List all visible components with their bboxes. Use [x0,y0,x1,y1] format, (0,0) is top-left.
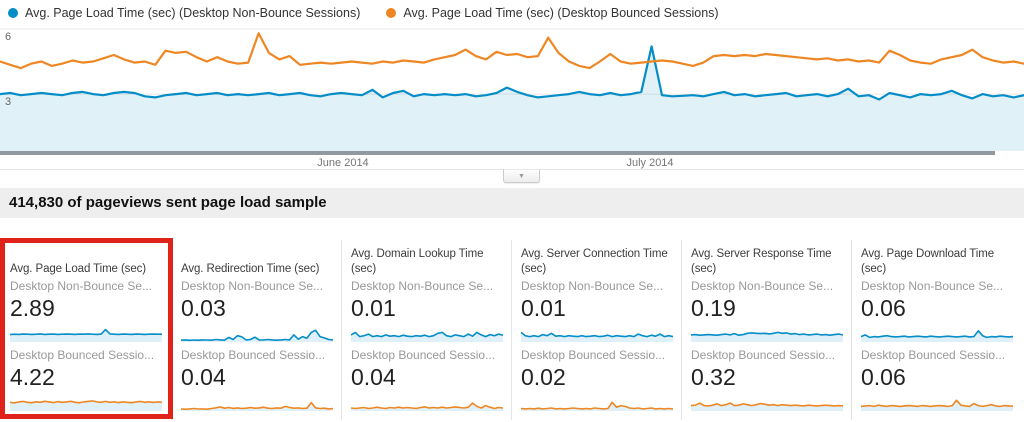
sparkline-non-bounce [861,330,1013,342]
metric-value: 0.02 [521,364,566,390]
metric-sublabel: Desktop Non-Bounce Se... [691,279,834,293]
sparkline-non-bounce [691,331,843,342]
metric-card-avg-domain-lookup-time-sec[interactable]: Avg. Domain Lookup Time (sec) Desktop Non… [341,240,511,420]
sparkline-non-bounce [351,331,503,342]
metric-cards-row: Avg. Page Load Time (sec) Desktop Non-Bou… [1,240,1021,420]
metric-value: 0.01 [521,295,566,321]
metric-card-title: Avg. Server Response Time (sec) [691,248,832,275]
metric-value: 2.89 [10,295,55,321]
metric-card-title: Avg. Page Load Time (sec) [10,262,146,275]
metric-card-title: Avg. Server Connection Time (sec) [521,248,668,275]
legend-item-label: Avg. Page Load Time (sec) (Desktop Non-B… [25,6,361,20]
sparkline-non-bounce [521,331,673,342]
sparkline-line [10,328,162,336]
metric-sublabel: Desktop Non-Bounce Se... [351,279,494,293]
sparkline-line [521,401,673,410]
sparkline-area-fill [10,329,162,342]
metric-value: 0.06 [861,364,906,390]
sparkline-line [351,402,503,410]
sparkline-area-fill [861,400,1013,411]
page-load-time-chart: 6 3 June 2014 July 2014 [0,28,1024,170]
metric-value: 0.19 [691,295,736,321]
metric-card-avg-page-load-time-sec[interactable]: Avg. Page Load Time (sec) Desktop Non-Bou… [1,240,171,420]
timeline-collapse-toggle[interactable]: ▼ [503,169,540,183]
metric-sublabel: Desktop Bounced Sessio... [691,348,836,362]
sparkline-area-fill [181,330,333,342]
sparkline-area-fill [691,403,843,411]
sparkline-area-fill [521,402,673,411]
metric-value: 4.22 [10,364,55,390]
metric-value: 0.03 [181,295,226,321]
sparkline-line [181,401,333,411]
series-area-fill [0,46,1024,151]
x-month-label: July 2014 [626,157,673,169]
metric-sublabel: Desktop Bounced Sessio... [521,348,666,362]
metric-card-avg-server-connection-time-sec[interactable]: Avg. Server Connection Time (sec) Desktop… [511,240,681,420]
y-tick-label: 3 [5,96,11,108]
metric-value: 0.32 [691,364,736,390]
sparkline-non-bounce [181,329,333,342]
chevron-down-icon: ▼ [518,172,525,180]
metric-sublabel: Desktop Bounced Sessio... [10,348,155,362]
sparkline-line [691,402,843,407]
metric-sublabel: Desktop Non-Bounce Se... [10,279,153,293]
sparkline-bounced [351,402,503,411]
metric-value: 0.06 [861,295,906,321]
metric-sublabel: Desktop Bounced Sessio... [181,348,326,362]
metric-value: 0.01 [351,295,396,321]
sparkline-line [521,331,673,338]
sparkline-line [861,330,1013,339]
x-axis-bar [0,151,995,155]
sparkline-bounced [521,401,673,411]
x-month-label: June 2014 [317,157,368,169]
metric-sublabel: Desktop Bounced Sessio... [351,348,496,362]
legend-item-non-bounce[interactable]: Avg. Page Load Time (sec) (Desktop Non-B… [8,6,360,20]
legend-dot-icon [386,8,397,18]
sparkline-area-fill [351,332,503,342]
metric-sublabel: Desktop Non-Bounce Se... [521,279,664,293]
sparkline-area-fill [10,400,162,411]
sparkline-line [10,400,162,404]
sparkline-bounced [10,400,162,411]
y-tick-label: 6 [5,31,11,43]
sample-banner-text: 414,830 of pageviews sent page load samp… [9,194,327,211]
metric-value: 0.04 [351,364,396,390]
sparkline-area-fill [861,330,1013,342]
sparkline-line [861,399,1013,408]
metric-card-title: Avg. Domain Lookup Time (sec) [351,248,484,275]
bounced-sessions-line [0,32,1024,70]
metric-card-title: Avg. Page Download Time (sec) [861,248,995,275]
sparkline-bounced [691,402,843,411]
sparkline-line [691,331,843,336]
metric-sublabel: Desktop Non-Bounce Se... [181,279,324,293]
metric-card-avg-page-download-time-sec[interactable]: Avg. Page Download Time (sec) Desktop Non… [851,240,1021,420]
metric-value: 0.04 [181,364,226,390]
metric-card-title: Avg. Redirection Time (sec) [181,262,320,275]
chart-legend: Avg. Page Load Time (sec) (Desktop Non-B… [0,0,719,26]
non-bounce-sessions-line [0,45,1024,101]
metric-card-avg-redirection-time-sec[interactable]: Avg. Redirection Time (sec) Desktop Non-B… [171,240,341,420]
sparkline-bounced [181,401,333,411]
sparkline-area-fill [521,332,673,342]
sparkline-non-bounce [10,328,162,342]
legend-dot-icon [8,8,18,18]
sparkline-bounced [861,399,1013,411]
metric-sublabel: Desktop Bounced Sessio... [861,348,1006,362]
metric-card-avg-server-response-time-sec[interactable]: Avg. Server Response Time (sec) Desktop N… [681,240,851,420]
metric-sublabel: Desktop Non-Bounce Se... [861,279,1004,293]
legend-item-bounced[interactable]: Avg. Page Load Time (sec) (Desktop Bounc… [386,6,719,20]
sample-banner: 414,830 of pageviews sent page load samp… [0,188,1024,218]
sparkline-line [181,329,333,342]
sparkline-area-fill [351,403,503,411]
sparkline-line [351,331,503,338]
legend-item-label: Avg. Page Load Time (sec) (Desktop Bounc… [403,6,719,20]
